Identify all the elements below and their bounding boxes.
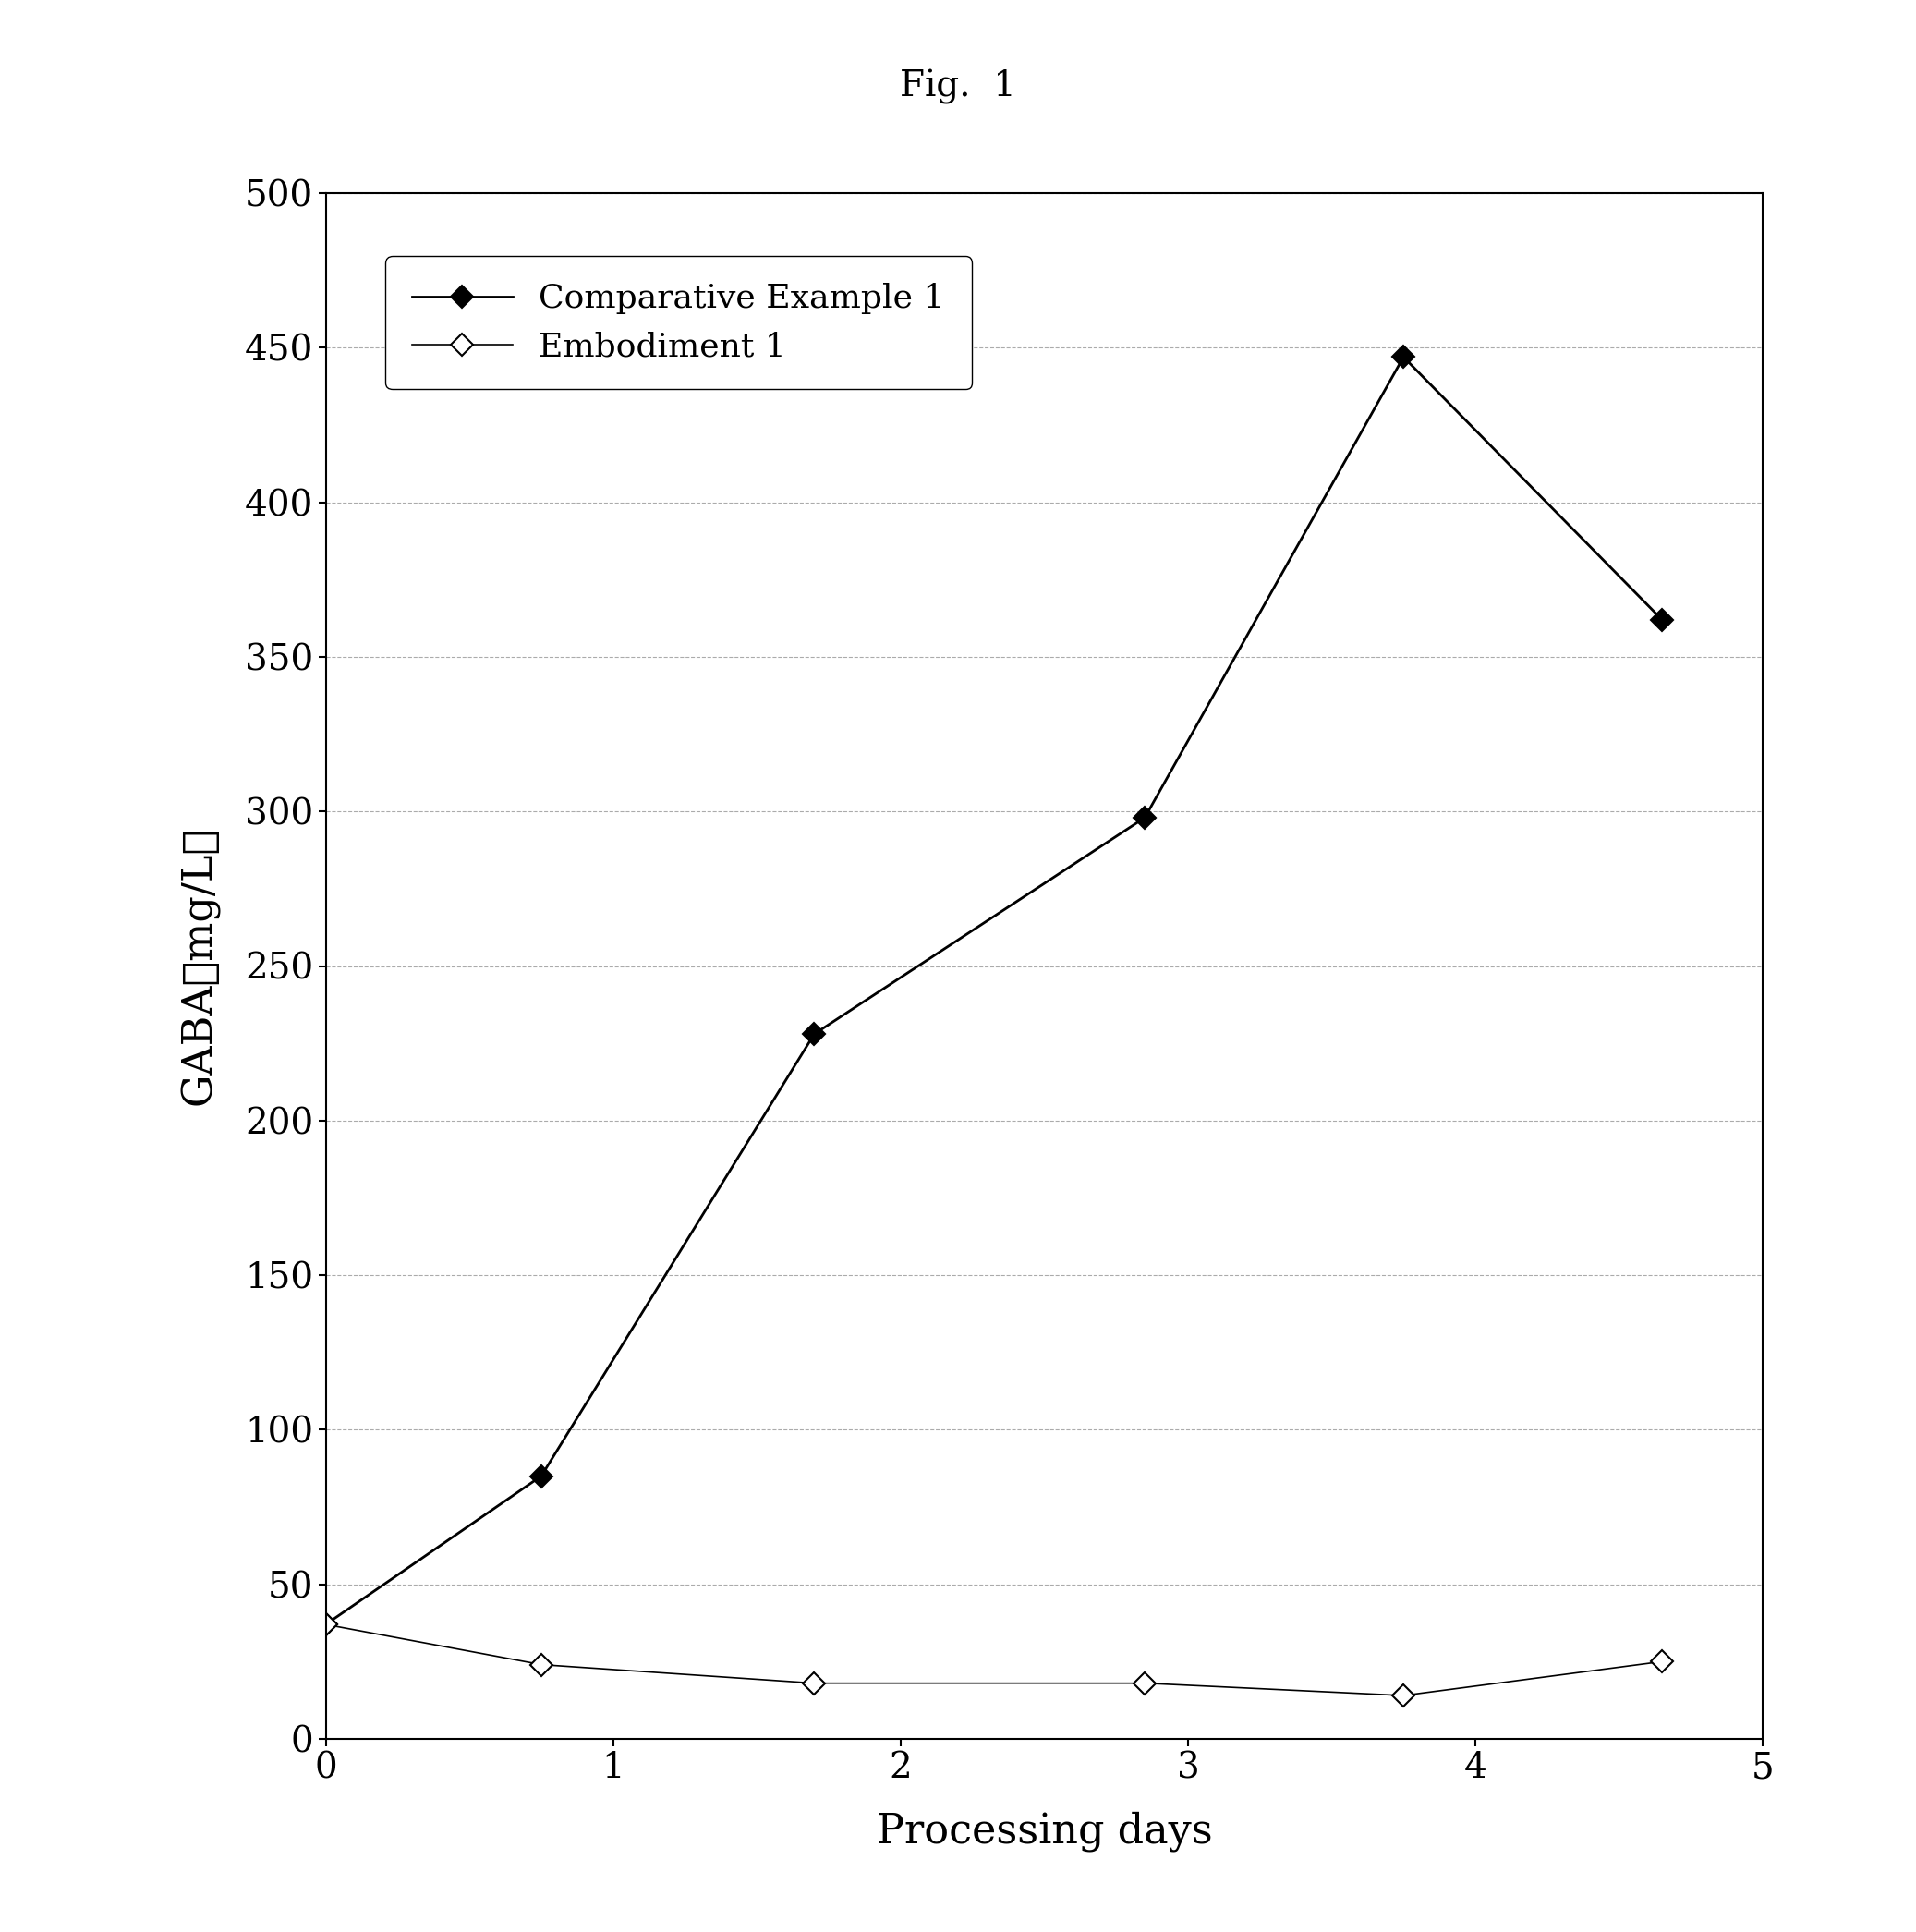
Text: Fig.  1: Fig. 1 <box>901 70 1015 104</box>
Line: Comparative Example 1: Comparative Example 1 <box>318 350 1671 1633</box>
Comparative Example 1 <box>1652 609 1675 632</box>
Embodiment 1 <box>529 1654 554 1677</box>
X-axis label: Processing days: Processing days <box>876 1810 1213 1851</box>
Comparative Example 1 <box>1391 346 1414 369</box>
Comparative Example 1 <box>314 1613 337 1636</box>
Embodiment 1 <box>1391 1685 1414 1708</box>
Embodiment 1 <box>1134 1671 1157 1694</box>
Comparative Example 1 <box>1134 806 1157 829</box>
Embodiment 1 <box>1652 1650 1675 1673</box>
Comparative Example 1 <box>803 1022 826 1045</box>
Comparative Example 1 <box>529 1464 554 1488</box>
Line: Embodiment 1: Embodiment 1 <box>318 1617 1671 1704</box>
Y-axis label: GABA（mg/L）: GABA（mg/L） <box>180 827 218 1105</box>
Legend: Comparative Example 1, Embodiment 1: Comparative Example 1, Embodiment 1 <box>385 257 971 388</box>
Embodiment 1 <box>803 1671 826 1694</box>
Embodiment 1 <box>314 1613 337 1636</box>
